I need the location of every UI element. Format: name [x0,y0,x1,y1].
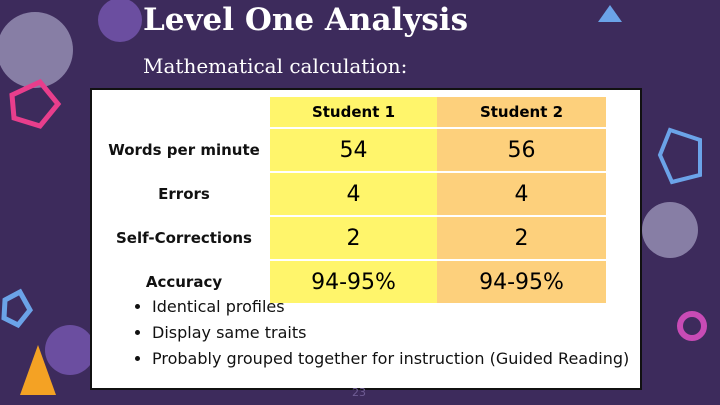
table-cell: 4 [437,172,606,217]
page-number: 23 [352,386,366,399]
bullet: Display same traits [152,320,629,346]
table-row: Errors 4 4 [98,172,606,217]
bullet: Probably grouped together for instructio… [152,346,629,372]
column-header: Student 2 [437,97,606,129]
table: Student 1 Student 2 Words per minute 54 56 Er… [98,97,606,305]
content-box: Student 1 Student 2 Words per minute 54 56 Er… [90,88,642,390]
table-row: Words per minute 54 56 [98,128,606,173]
bullet-list: Identical profilesDisplay same traitsPro… [104,294,629,372]
row-label: Accuracy [98,260,270,305]
table-row: Accuracy 94-95% 94-95% [98,260,606,305]
header-row: Student 1 Student 2 [98,97,606,129]
table-cell: 2 [437,216,606,261]
row-label: Self-Corrections [98,216,270,261]
corner-cell [98,97,270,129]
row-label: Words per minute [98,128,270,173]
title: Level One Analysis [143,2,469,38]
table-cell: 94-95% [270,260,437,305]
table-cell: 94-95% [437,260,606,305]
table-row: Self-Corrections 2 2 [98,216,606,261]
subtitle: Mathematical calculation: [143,54,408,78]
table-cell: 56 [437,128,606,173]
table-cell: 4 [270,172,437,217]
table-cell: 54 [270,128,437,173]
row-label: Errors [98,172,270,217]
table-cell: 2 [270,216,437,261]
column-header: Student 1 [270,97,437,129]
bullet: Identical profiles [152,294,629,320]
